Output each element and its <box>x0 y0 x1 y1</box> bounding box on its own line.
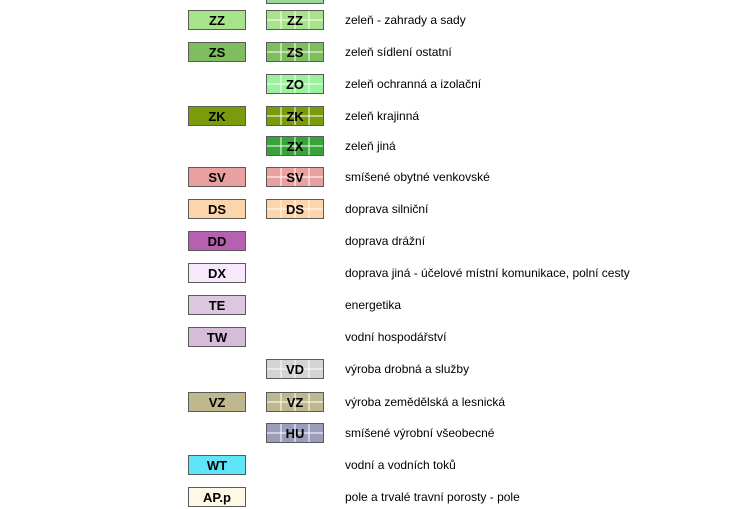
legend-swatch-solid: VZ <box>188 392 246 412</box>
legend-label: pole a trvalé travní porosty - pole <box>345 490 520 504</box>
legend-row: AP.p pole a trvalé travní porosty - pole <box>0 487 750 509</box>
legend-row: SV SV smíšené obytné venkovské <box>0 167 750 189</box>
legend-row: ZK ZK zeleň krajinná <box>0 106 750 128</box>
legend-row: VZ VZ výroba zemědělská a lesnická <box>0 392 750 414</box>
legend-swatch-solid: SV <box>188 167 246 187</box>
swatch-code: ZS <box>286 44 304 60</box>
legend-swatch-hatched: SV <box>266 167 324 187</box>
legend-swatch-hatched: DS <box>266 199 324 219</box>
swatch-code: SV <box>286 169 304 185</box>
legend-swatch-solid: WT <box>188 455 246 475</box>
swatch-code: AP.p <box>203 489 231 505</box>
legend-swatch-solid: DD <box>188 231 246 251</box>
legend-row: ZX zeleň jiná <box>0 136 750 158</box>
swatch-code: ZK <box>286 108 304 124</box>
legend-swatch-hatched: ZK <box>266 106 324 126</box>
swatch-code: WT <box>206 457 228 473</box>
swatch-code: ZO <box>285 76 305 92</box>
legend-label: smíšené výrobní všeobecné <box>345 426 495 440</box>
swatch-code: ZK <box>208 108 226 124</box>
swatch-code: HU <box>285 425 305 441</box>
legend-row: DX doprava jiná - účelové místní komunika… <box>0 263 750 285</box>
legend-label: zeleň ochranná a izolační <box>345 77 482 91</box>
legend-label: vodní a vodních toků <box>345 458 456 472</box>
legend-swatch-hatched: ZX <box>266 136 324 156</box>
swatch-code: ZS <box>208 44 226 60</box>
legend-swatch-hatched: VD <box>266 359 324 379</box>
swatch-code: ZX <box>286 138 304 154</box>
legend-swatch-solid: AP.p <box>188 487 246 507</box>
legend-label: energetika <box>345 298 402 312</box>
swatch-code: ZZ <box>209 12 225 28</box>
swatch-code: VD <box>285 361 305 377</box>
legend-swatch-solid: TE <box>188 295 246 315</box>
legend-row: HU smíšené výrobní všeobecné <box>0 423 750 445</box>
legend-swatch-solid: ZS <box>188 42 246 62</box>
legend-swatch-hatched: ZZ <box>266 10 324 30</box>
legend-swatch-hatched: VZ <box>266 392 324 412</box>
legend-row: VD výroba drobná a služby <box>0 359 750 381</box>
legend-label: zeleň - zahrady a sady <box>345 13 466 27</box>
legend-label: zeleň sídlení ostatní <box>345 45 452 59</box>
legend-row: DD doprava drážní <box>0 231 750 253</box>
legend-label: výroba drobná a služby <box>345 362 470 376</box>
legend-label: smíšené obytné venkovské <box>345 170 490 184</box>
legend-row: TE energetika <box>0 295 750 317</box>
legend-swatch-hatched: HU <box>266 423 324 443</box>
swatch-code: SV <box>208 169 226 185</box>
legend-swatch-solid: DS <box>188 199 246 219</box>
legend-swatch-hatched: ZO <box>266 74 324 94</box>
legend-label: výroba zemědělská a lesnická <box>345 395 506 409</box>
swatch-code: DS <box>285 201 305 217</box>
legend-swatch-solid: ZZ <box>188 10 246 30</box>
legend-swatch-partial-top <box>266 0 324 4</box>
legend-row: ZO zeleň ochranná a izolační <box>0 74 750 96</box>
legend-swatch-solid: ZK <box>188 106 246 126</box>
legend-row: ZS ZS zeleň sídlení ostatní <box>0 42 750 64</box>
legend-swatch-solid: TW <box>188 327 246 347</box>
legend-swatch-hatched: ZS <box>266 42 324 62</box>
swatch-code: DX <box>207 265 227 281</box>
legend-label: doprava silniční <box>345 202 429 216</box>
swatch-code: VZ <box>208 394 226 410</box>
legend-row: WT vodní a vodních toků <box>0 455 750 477</box>
swatch-code: TE <box>208 297 226 313</box>
swatch-code: DD <box>207 233 227 249</box>
legend-label: zeleň jiná <box>345 139 396 153</box>
legend-label: doprava drážní <box>345 234 426 248</box>
legend-label: vodní hospodářství <box>345 330 447 344</box>
swatch-code: VZ <box>286 394 304 410</box>
legend-label: zeleň krajinná <box>345 109 420 123</box>
swatch-code: ZZ <box>287 12 303 28</box>
legend-row: ZZ ZZ zeleň - zahrady a sady <box>0 10 750 32</box>
legend-label: doprava jiná - účelové místní komunikace… <box>345 266 630 280</box>
swatch-code: DS <box>207 201 227 217</box>
legend-row: DS DS doprava silniční <box>0 199 750 221</box>
legend-row: TW vodní hospodářství <box>0 327 750 349</box>
swatch-code: TW <box>206 329 228 345</box>
legend-swatch-solid: DX <box>188 263 246 283</box>
